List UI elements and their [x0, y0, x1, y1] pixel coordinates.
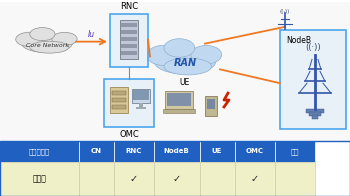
Bar [121, 23, 137, 27]
Bar [0, 2, 350, 141]
Bar [167, 93, 191, 106]
Text: ((·)): ((·)) [305, 43, 321, 52]
Bar [163, 109, 195, 113]
Text: ✓: ✓ [130, 174, 138, 184]
Bar [112, 91, 126, 95]
Text: CN: CN [91, 149, 102, 154]
Bar [120, 20, 138, 59]
Bar [0, 141, 350, 196]
Bar [154, 141, 199, 162]
Bar [79, 141, 114, 162]
Ellipse shape [16, 32, 43, 46]
Bar [132, 89, 150, 103]
Bar [133, 90, 149, 100]
Bar [112, 105, 126, 109]
Bar [165, 91, 193, 109]
Text: ✓: ✓ [173, 174, 181, 184]
Ellipse shape [164, 58, 212, 75]
Bar [312, 115, 318, 119]
Bar [234, 162, 275, 196]
Bar [114, 141, 154, 162]
Bar [121, 51, 137, 54]
Bar [121, 37, 137, 41]
Bar [0, 162, 79, 196]
Ellipse shape [30, 41, 69, 53]
Bar [207, 99, 215, 109]
Text: OMC: OMC [119, 130, 139, 139]
FancyBboxPatch shape [280, 30, 346, 129]
Text: OMC: OMC [246, 149, 264, 154]
Text: RAN: RAN [174, 58, 197, 68]
Bar [309, 112, 321, 116]
Bar [234, 141, 275, 162]
Ellipse shape [154, 49, 216, 74]
Text: UE: UE [180, 78, 190, 87]
FancyBboxPatch shape [104, 79, 154, 127]
Text: NodeB: NodeB [164, 149, 190, 154]
FancyBboxPatch shape [110, 14, 148, 67]
Text: 相关性: 相关性 [33, 175, 46, 184]
Ellipse shape [52, 32, 77, 45]
Bar [306, 109, 324, 113]
Ellipse shape [164, 39, 195, 57]
Bar [139, 103, 143, 107]
Bar [0, 141, 79, 162]
Text: Core Network: Core Network [26, 43, 69, 48]
Bar [110, 87, 128, 113]
Bar [112, 98, 126, 102]
Bar [275, 141, 315, 162]
Text: ✓: ✓ [251, 174, 259, 184]
Text: 网元或设备: 网元或设备 [29, 148, 50, 155]
Bar [275, 162, 315, 196]
Text: Iu: Iu [88, 30, 95, 39]
Text: UE: UE [212, 149, 222, 154]
Bar [114, 162, 154, 196]
Bar [205, 96, 217, 116]
Bar [154, 162, 199, 196]
Bar [199, 162, 234, 196]
Bar [79, 162, 114, 196]
Text: RNC: RNC [126, 149, 142, 154]
Bar [199, 141, 234, 162]
Bar [121, 44, 137, 48]
Ellipse shape [30, 28, 55, 41]
Text: RNC: RNC [120, 2, 138, 11]
Text: 其它: 其它 [290, 148, 299, 155]
Ellipse shape [147, 45, 181, 65]
Ellipse shape [22, 35, 72, 53]
Ellipse shape [191, 45, 222, 64]
Text: NodeB: NodeB [286, 36, 311, 45]
Text: ((·)): ((·)) [280, 9, 290, 14]
Bar [136, 107, 146, 109]
Bar [121, 30, 137, 34]
